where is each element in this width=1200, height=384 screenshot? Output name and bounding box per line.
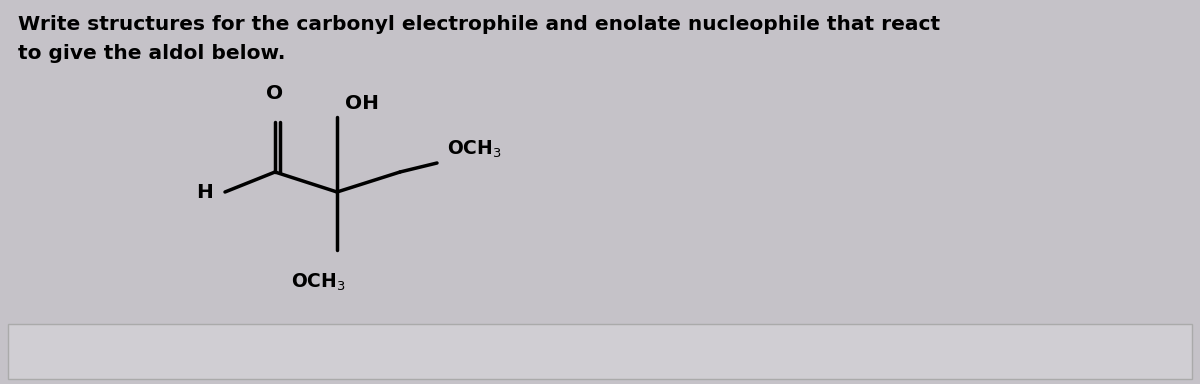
Text: OCH$_3$: OCH$_3$ bbox=[446, 139, 502, 160]
Text: OH: OH bbox=[346, 94, 379, 113]
Text: to give the aldol below.: to give the aldol below. bbox=[18, 44, 286, 63]
Text: H: H bbox=[196, 182, 214, 202]
Bar bbox=[8, 324, 1192, 379]
Text: OCH$_3$: OCH$_3$ bbox=[290, 272, 346, 293]
Text: O: O bbox=[266, 84, 283, 103]
Text: Write structures for the carbonyl electrophile and enolate nucleophile that reac: Write structures for the carbonyl electr… bbox=[18, 15, 940, 34]
